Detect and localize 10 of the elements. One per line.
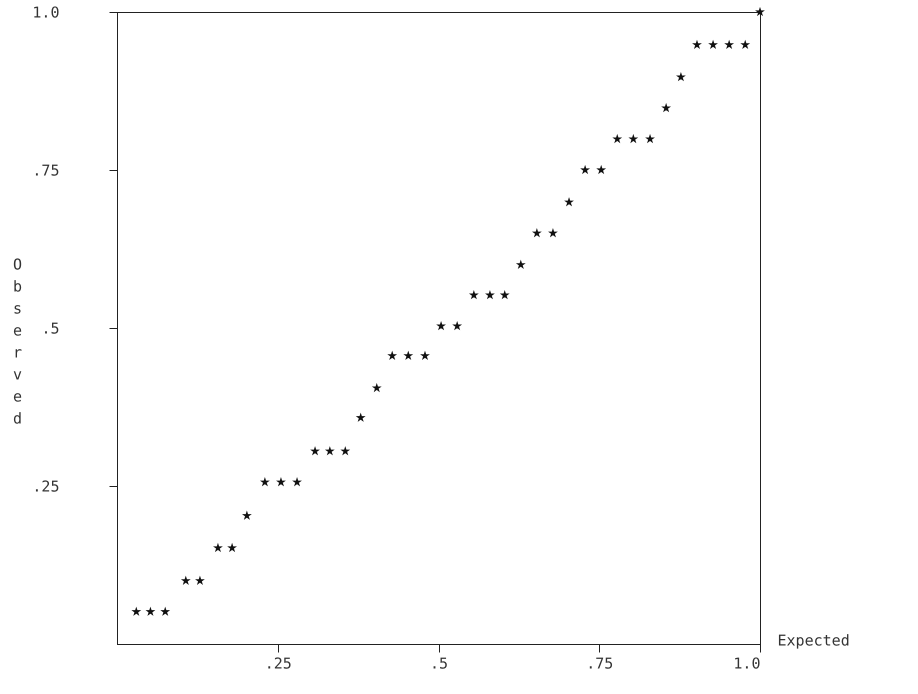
x-axis-title: Expected: [778, 632, 850, 650]
x-tick-label: .5: [430, 654, 448, 672]
x-tick-label: 1.0: [733, 654, 760, 672]
y-tick-label: .25: [32, 478, 60, 496]
y-tick-label: 1.0: [32, 4, 60, 22]
y-axis-title: Observed: [12, 256, 22, 428]
x-tick-label: .75: [586, 654, 614, 672]
y-tick-label: .5: [41, 320, 60, 338]
x-tick-label: .25: [264, 654, 292, 672]
y-tick-label: .75: [32, 162, 60, 180]
